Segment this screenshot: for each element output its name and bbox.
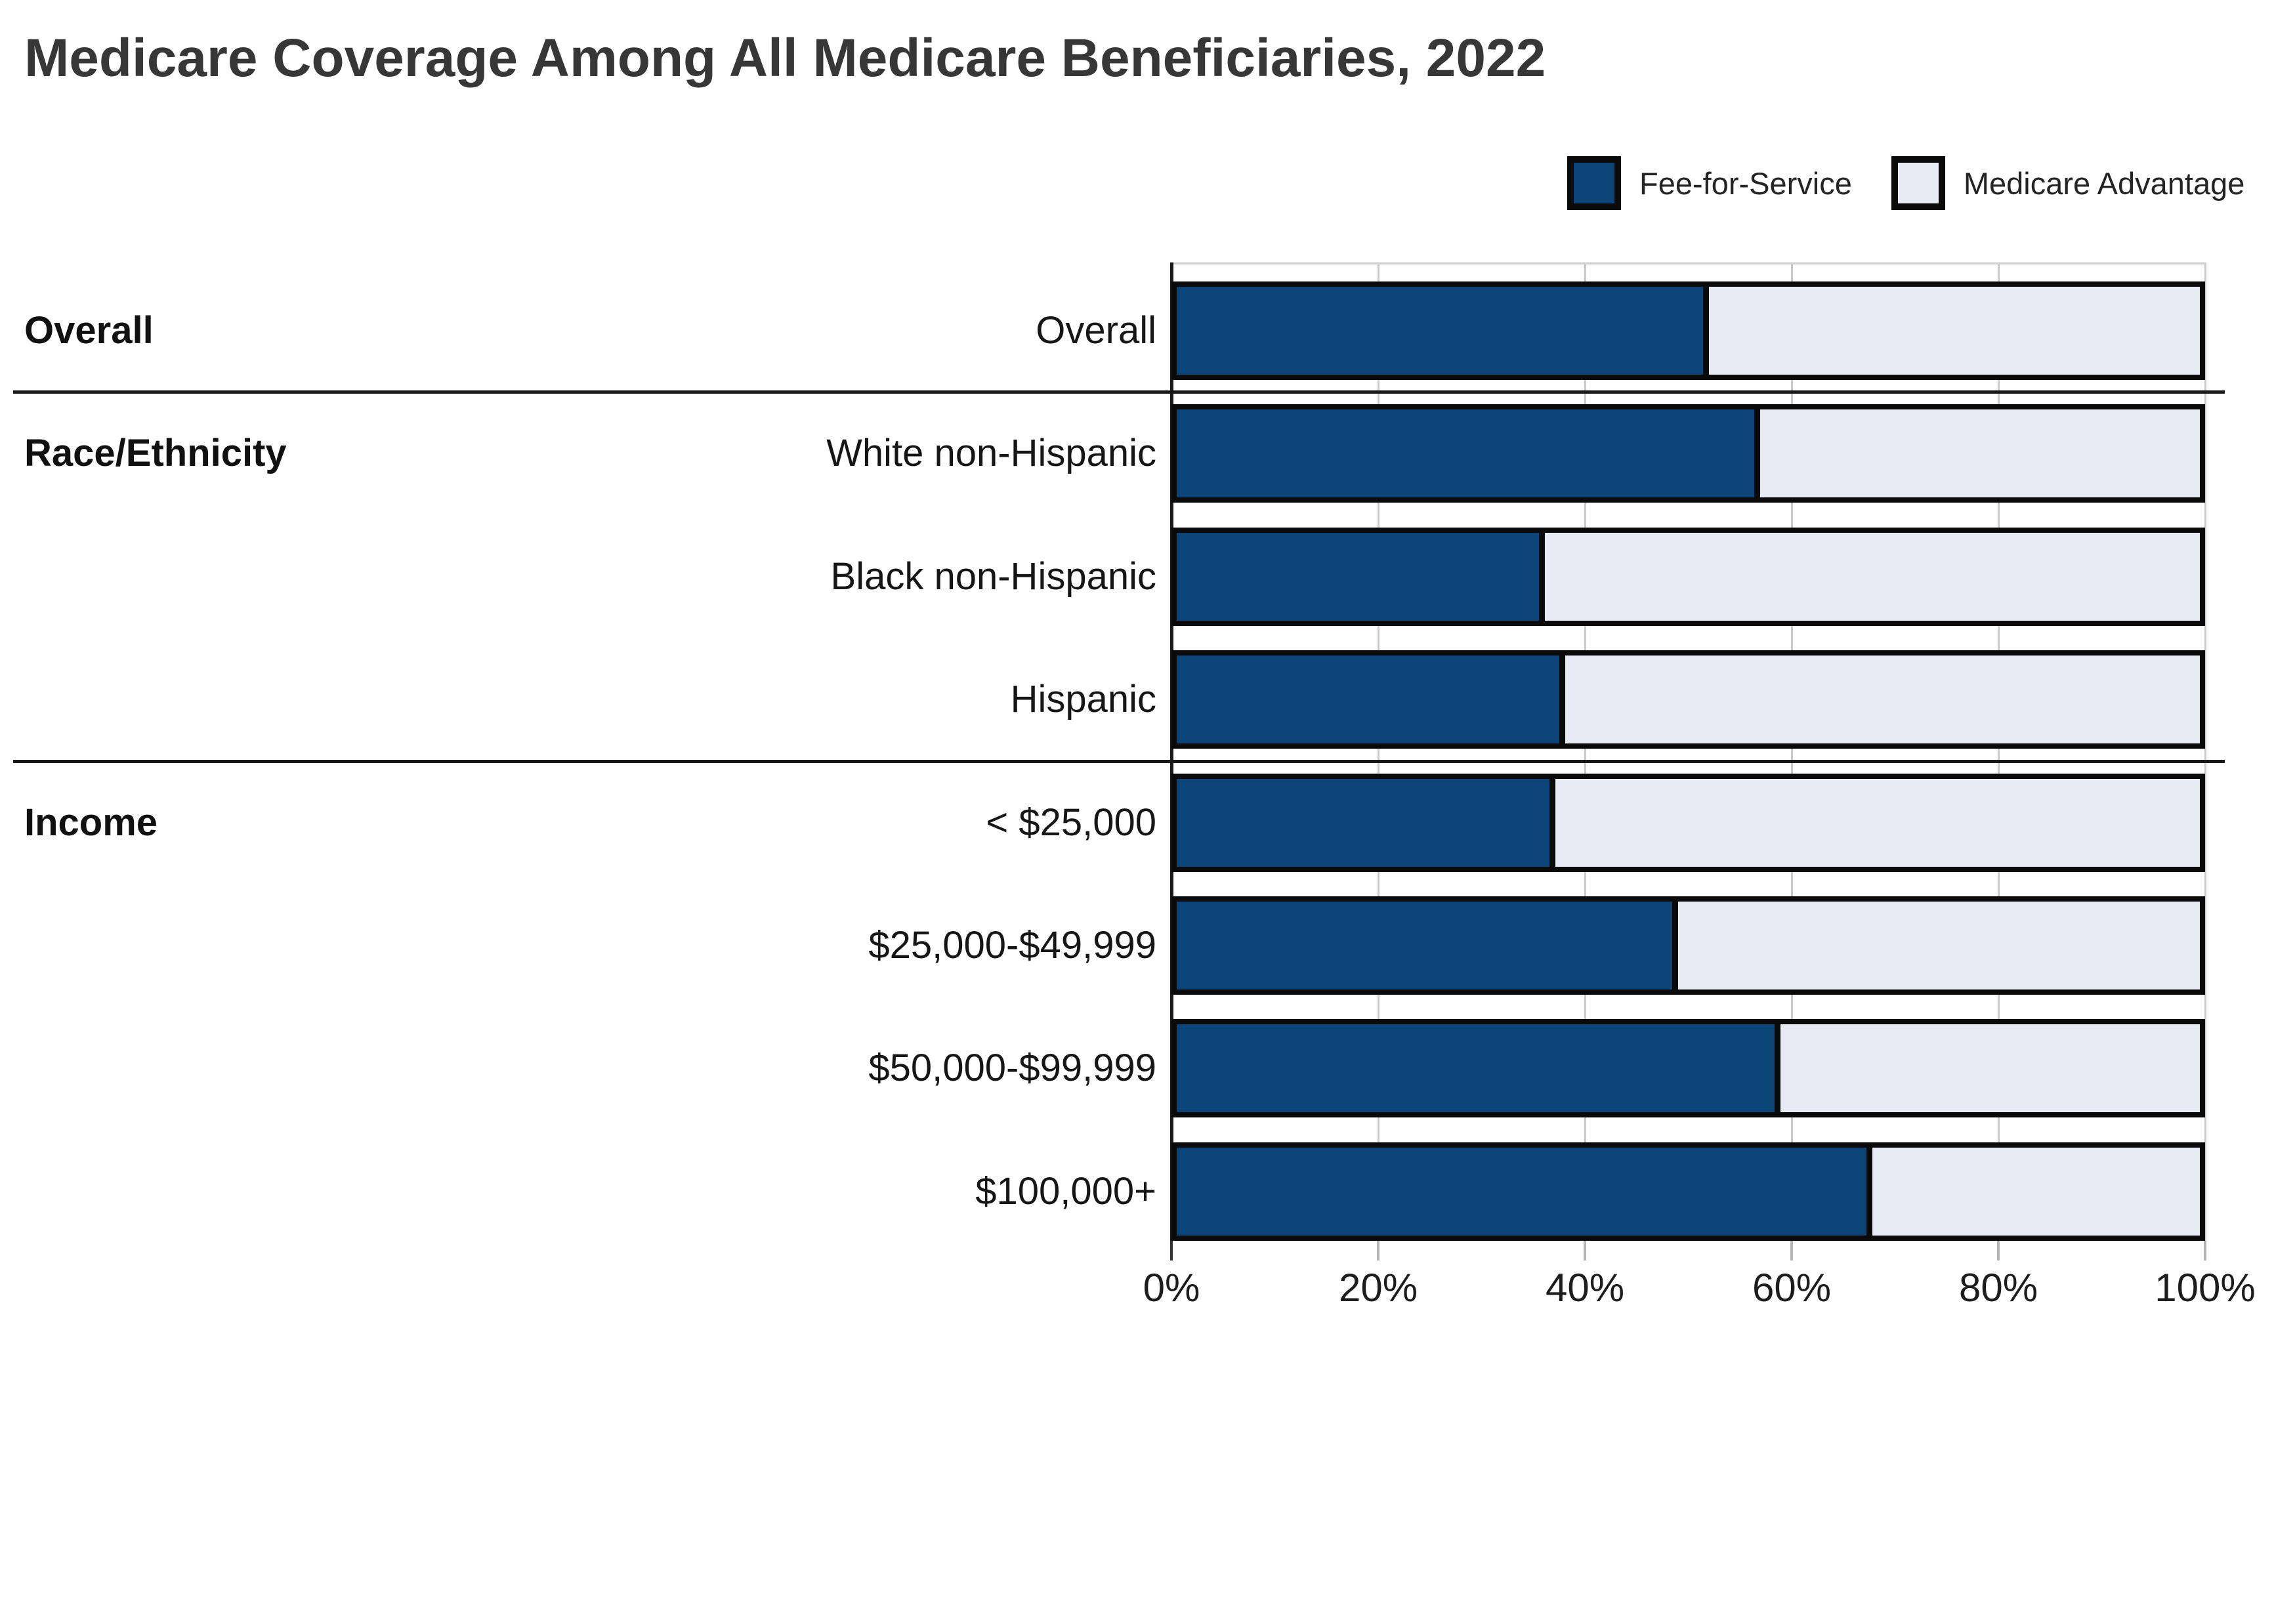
bar-row [1171,1019,2205,1117]
bar-category-label: $100,000+ [975,1170,1156,1213]
bar-row [1171,774,2205,872]
bar-row [1171,528,2205,626]
fee-for-service-bar-segment [1177,656,1566,743]
bar-category-label: White non-Hispanic [826,432,1156,474]
plot-frame-top [1171,262,2205,264]
bar-row [1171,281,2205,380]
fee-for-service-swatch-icon [1567,156,1621,210]
gridline [2204,262,2206,1241]
fee-for-service-bar-segment [1177,533,1546,621]
gridline [1378,262,1379,1241]
fee-for-service-bar-segment [1177,1024,1780,1112]
group-label: Race/Ethnicity [24,432,287,474]
axis-tick [1377,1241,1379,1260]
legend-label: Fee-for-Service [1639,165,1852,201]
bar-category-label: Hispanic [1010,678,1156,720]
bar-category-label: Black non-Hispanic [830,555,1156,598]
group-label: Income [24,801,158,844]
fee-for-service-bar-segment [1177,1148,1873,1236]
legend: Fee-for-Service Medicare Advantage [1567,156,2274,210]
fee-for-service-bar-segment [1177,409,1760,497]
group-label: Overall [24,309,154,352]
legend-label: Medicare Advantage [1963,165,2245,201]
section-separator [13,760,2225,763]
gridline [1998,262,2000,1241]
bar-category-label: < $25,000 [986,801,1156,844]
axis-tick-label: 80% [1958,1266,2038,1310]
bar-category-label: Overall [1036,309,1156,352]
axis-tick-label: 60% [1752,1266,1832,1310]
medicare-advantage-swatch-icon [1891,156,1945,210]
gridline [1791,262,1793,1241]
bar-category-label: $50,000-$99,999 [868,1047,1156,1089]
bar-row [1171,404,2205,503]
axis-tick-label: 100% [2155,1266,2256,1310]
fee-for-service-bar-segment [1177,287,1709,375]
axis-tick [1997,1241,2000,1260]
axis-tick [1790,1241,1793,1260]
legend-item-fee-for-service: Fee-for-Service [1567,156,1852,210]
axis-tick-label: 0% [1143,1266,1200,1310]
gridline [1584,262,1586,1241]
bar-row [1171,1142,2205,1241]
axis-tick [2204,1241,2206,1260]
legend-item-medicare-advantage: Medicare Advantage [1891,156,2245,210]
bar-category-label: $25,000-$49,999 [868,924,1156,967]
axis-tick-label: 40% [1545,1266,1625,1310]
fee-for-service-bar-segment [1177,902,1678,989]
chart-title: Medicare Coverage Among All Medicare Ben… [24,28,1546,88]
fee-for-service-bar-segment [1177,779,1555,867]
y-axis-line [1170,262,1173,1241]
axis-tick [1584,1241,1586,1260]
bar-row [1171,650,2205,749]
axis-tick [1170,1241,1173,1260]
axis-tick-label: 20% [1338,1266,1418,1310]
bar-row [1171,896,2205,995]
section-separator [13,390,2225,394]
